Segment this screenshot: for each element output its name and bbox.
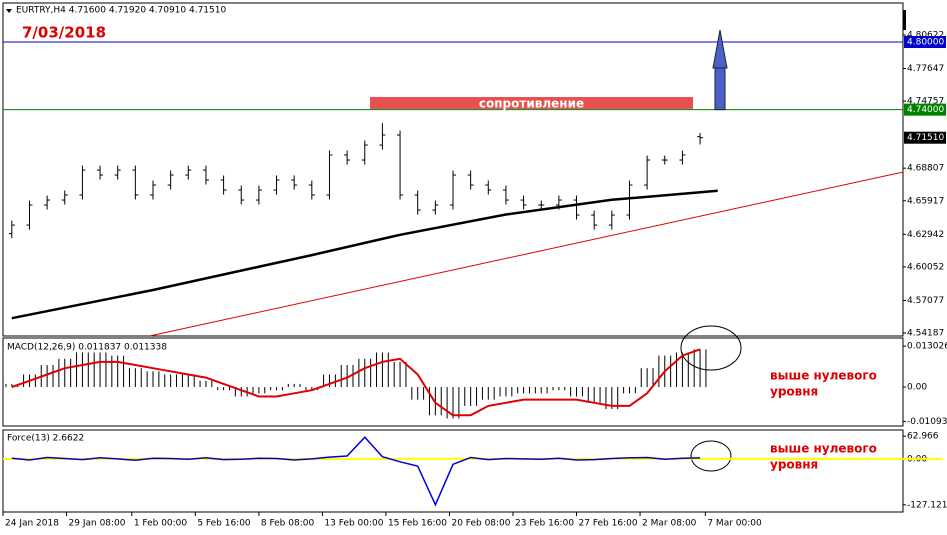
macd-note: уровня (770, 385, 818, 399)
chart-title: EURTRY,H4 4.71600 4.71920 4.70910 4.7151… (16, 6, 226, 16)
y-tick-label: 4.65917 (907, 196, 944, 206)
level-label-bg (904, 36, 946, 49)
force-line (11, 436, 701, 507)
x-tick-label: 23 Feb 16:00 (515, 519, 574, 529)
x-tick-label: 7 Mar 00:00 (707, 519, 762, 529)
date-annotation: 7/03/2018 (22, 24, 106, 42)
arrow-shaft (714, 67, 726, 111)
y-tick-label: 0.00 (907, 383, 927, 393)
macd-panel (2, 337, 904, 427)
x-tick-label: 2 Mar 08:00 (642, 519, 697, 529)
price-panel (2, 2, 904, 337)
arrow-head (712, 29, 728, 69)
x-tick-label: 15 Feb 16:00 (388, 519, 447, 529)
x-tick-label: 24 Jan 2018 (5, 519, 59, 529)
x-tick-label: 1 Feb 00:00 (134, 519, 188, 529)
x-tick-label: 29 Jan 08:00 (69, 519, 126, 529)
y-tick-label: 4.57077 (907, 296, 944, 306)
force-note: уровня (770, 458, 818, 472)
level-label-bg (904, 103, 946, 116)
y-tick-label: 4.77647 (907, 64, 944, 74)
moving-average (11, 189, 718, 320)
y-tick-label: 4.60052 (907, 262, 944, 272)
level-label: 4.74000 (907, 105, 944, 115)
x-tick-label: 5 Feb 16:00 (197, 519, 251, 529)
highlight-ellipse (680, 325, 742, 371)
macd-signal (11, 348, 701, 417)
moving-average (11, 153, 719, 227)
y-tick-label: -0.01093 (907, 417, 947, 427)
y-tick-label: 4.74757 (907, 97, 944, 107)
resistance-zone (370, 97, 693, 109)
scroll-marker (903, 10, 906, 30)
y-tick-label: 4.68807 (907, 164, 944, 174)
x-tick-label: 8 Feb 08:00 (261, 519, 315, 529)
trendline (149, 171, 904, 337)
last-price-label: 4.71510 (907, 133, 944, 143)
y-tick-label: 4.62942 (907, 230, 944, 240)
x-tick-label: 13 Feb 00:00 (324, 519, 383, 529)
last-price-bg (904, 131, 946, 144)
y-tick-label: 4.54187 (907, 328, 944, 338)
y-tick-label: 62.966 (907, 432, 939, 442)
resistance-label: сопротивление (479, 96, 584, 110)
macd-note: выше нулевого (770, 369, 877, 383)
chart-icon (6, 9, 12, 13)
macd-label: MACD(12,26,9) 0.011837 0.011338 (7, 343, 167, 353)
x-tick-label: 27 Feb 16:00 (579, 519, 638, 529)
highlight-ellipse (690, 440, 732, 472)
force-label: Force(13) 2.6622 (7, 434, 84, 444)
y-tick-label: -127.1219 (907, 500, 947, 510)
x-tick-label: 20 Feb 08:00 (451, 519, 510, 529)
y-tick-label: 4.80622 (907, 30, 944, 40)
force-note: выше нулевого (770, 442, 877, 456)
level-label: 4.80000 (907, 38, 944, 48)
force-panel (2, 429, 904, 513)
y-tick-label: 0.013026 (907, 342, 947, 352)
